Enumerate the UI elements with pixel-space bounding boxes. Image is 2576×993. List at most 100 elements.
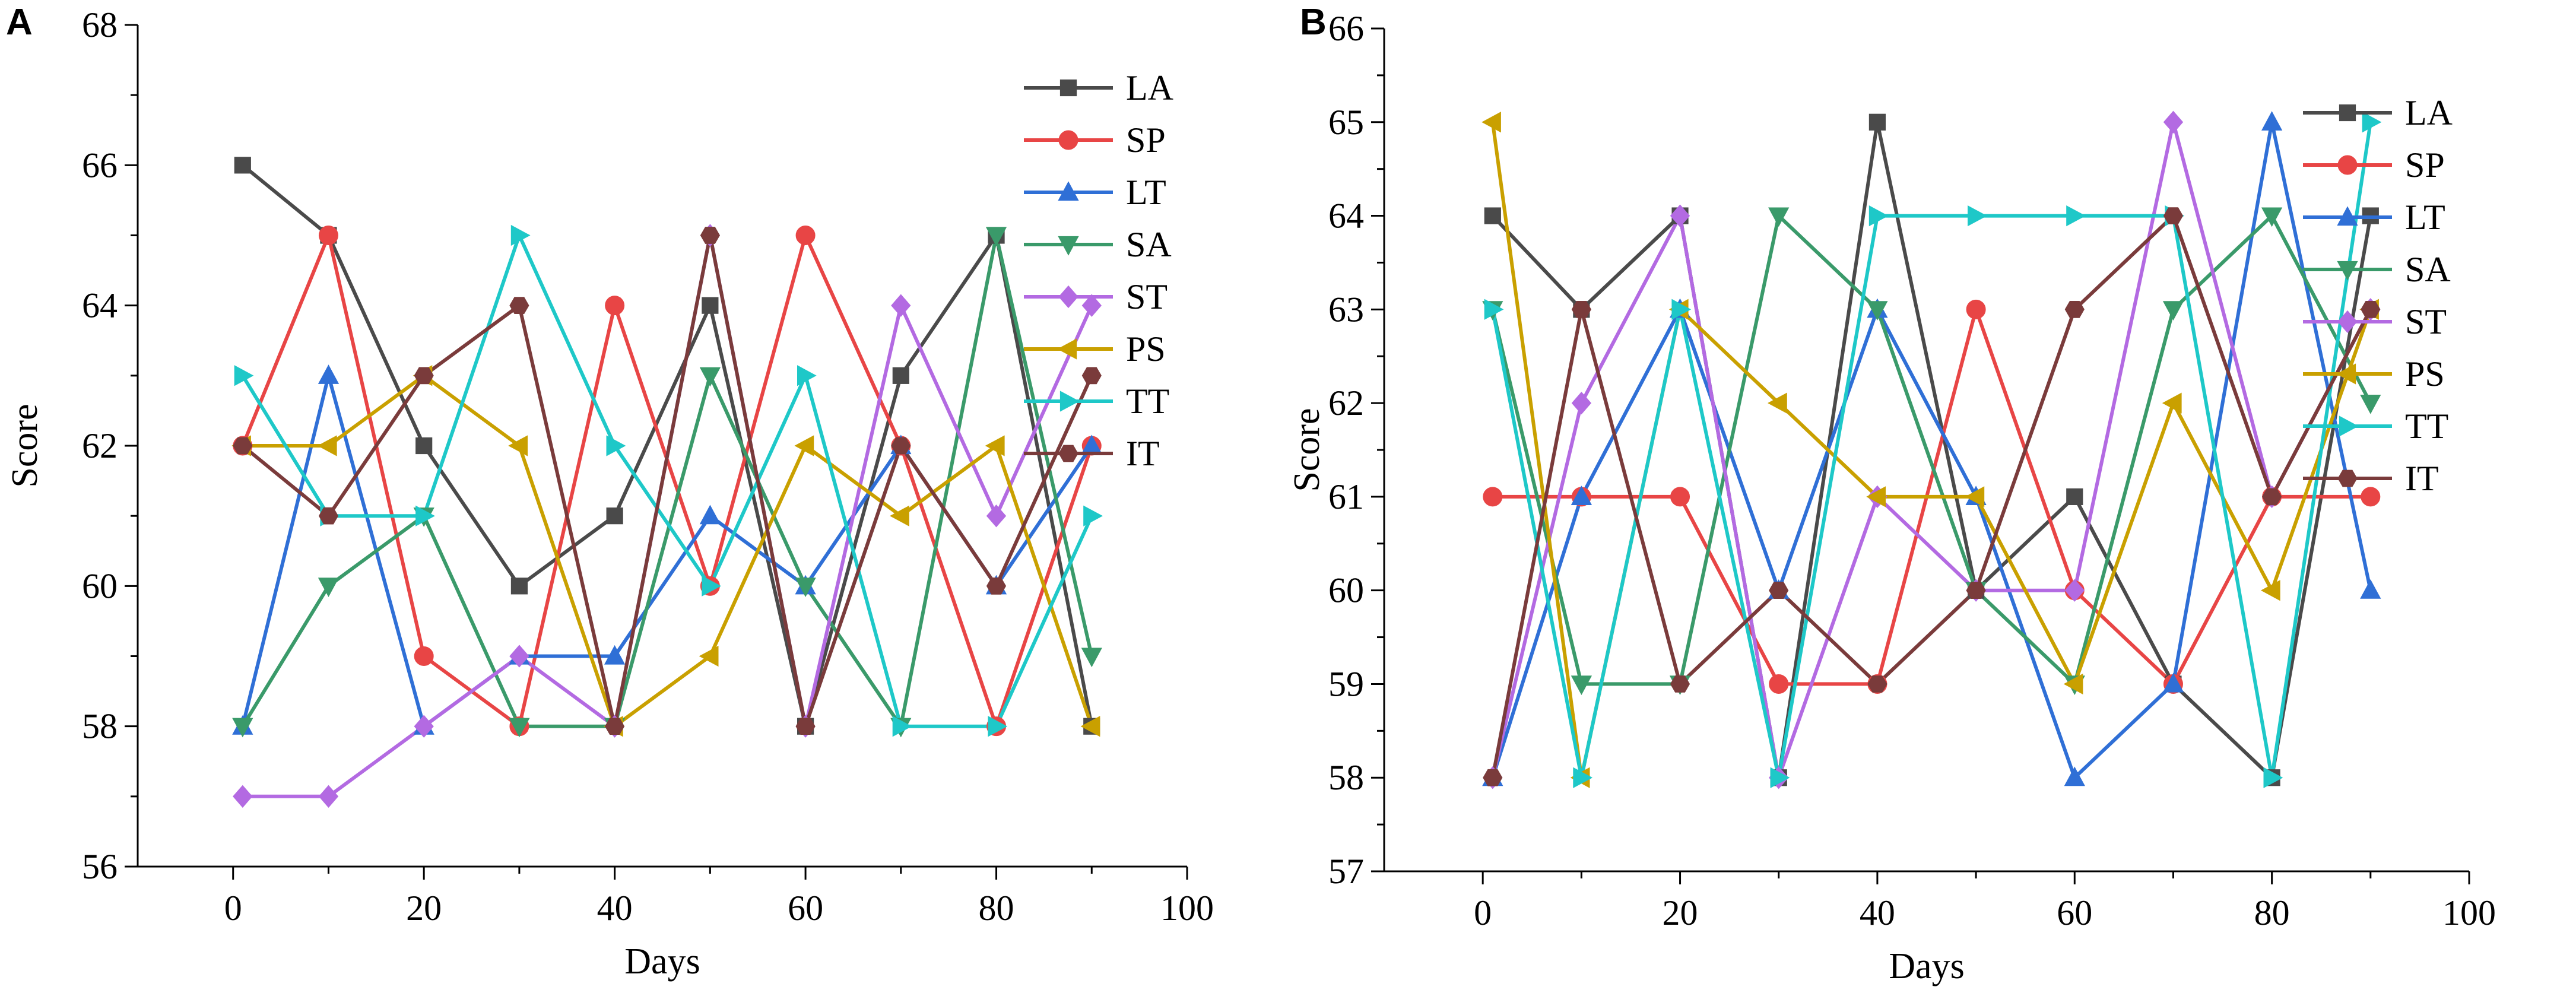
- panel-b-series-st-point: [2064, 579, 2085, 602]
- panel-a-series-tt-point: [510, 224, 531, 246]
- panel-b-y-tick-label: 60: [1328, 571, 1364, 610]
- panel-b-legend: LA SP LT SA ST PS TT IT: [2303, 93, 2453, 498]
- panel-b-y-tick-label: 63: [1328, 290, 1364, 329]
- panel-a-legend: LA SP LT SA ST PS TT IT: [1024, 68, 1173, 473]
- panel-b-legend-sp-label: SP: [2405, 145, 2445, 185]
- panel-a-series-tt-point: [234, 365, 254, 386]
- panel-a-legend-tt-swatch-marker: [1059, 391, 1080, 412]
- panel-a-legend-ps-swatch-marker: [1057, 338, 1077, 360]
- panel-a-legend-la-swatch-marker: [1059, 79, 1077, 97]
- panel-b-series-ps-point: [1768, 392, 1787, 414]
- panel-a-series-sa-point: [509, 718, 530, 738]
- panel-b-series-lt-line: [1490, 120, 2372, 780]
- panel-a-series-tt-point: [415, 505, 435, 526]
- panel-a-legend-ps-label: PS: [1126, 329, 1166, 369]
- panel-a-legend-it-label: IT: [1126, 434, 1160, 473]
- panel-a-legend-sp-swatch-marker: [1058, 130, 1078, 150]
- panel-b-series-tt-line: [1490, 122, 2372, 780]
- panel-b-series-lt-point: [2162, 672, 2184, 693]
- panel-a-legend-sa: SA: [1024, 225, 1172, 264]
- panel-b-series-tt-point: [1484, 299, 1504, 320]
- panel-b-series-it-point: [2064, 301, 2085, 318]
- panel-b-x-axis-label: Days: [1889, 946, 1964, 986]
- panel-b-series-it-point: [1670, 675, 1690, 693]
- panel-a-x-tick-label: 40: [597, 889, 633, 928]
- panel-b-y-tick-label: 58: [1328, 758, 1364, 797]
- panel-a-x-tick-label: 20: [406, 889, 442, 928]
- panel-a-series-st-point: [318, 785, 339, 808]
- panel-a-series-ps-point: [794, 435, 814, 456]
- panel-a-legend-la-label: LA: [1126, 68, 1173, 107]
- panel-a-legend-la: LA: [1024, 68, 1173, 107]
- panel-a-series-sp-point: [318, 226, 338, 245]
- panel-a-x-axis-label: Days: [624, 941, 700, 982]
- panel-b-x-tick-label: 100: [2442, 893, 2496, 932]
- panel-b-legend-la-swatch-marker: [2339, 104, 2356, 122]
- panel-b-series-sa-point: [1571, 675, 1592, 696]
- panel-a-series-it-line: [241, 233, 1094, 728]
- panel-b-series-it-point: [2163, 207, 2184, 224]
- panel-a-series-sp-point: [414, 646, 434, 666]
- panel-a-series-tt-point: [1083, 505, 1103, 526]
- panel-b-series-ps-point: [1965, 486, 1985, 507]
- panel-b-series-it-point: [2361, 301, 2381, 318]
- panel-b-series-it-point: [1571, 301, 1591, 318]
- panel-a-series-tt-line: [241, 233, 1094, 728]
- panel-a-series-it-point: [700, 227, 720, 244]
- panel-a-legend-ps: PS: [1024, 329, 1166, 369]
- panel-a-y-tick-label: 66: [82, 145, 118, 185]
- panel-b-legend-st: ST: [2303, 302, 2447, 341]
- panel-a-legend-lt-swatch-marker: [1058, 181, 1079, 201]
- panel-b-series-sp-point: [1670, 487, 1690, 507]
- panel-b-legend-tt-swatch-marker: [2339, 415, 2359, 437]
- panel-a-series-ps-point: [508, 435, 528, 456]
- panel-b-series-tt-point: [2263, 767, 2283, 788]
- panel-a-series-ps-point: [890, 505, 909, 526]
- panel-a-series-ps-point: [699, 645, 719, 667]
- panel-a: A 56 58 60 62 64 66 68 0 20 40 60 80 100 LA SP LT SA ST P…: [5, 2, 1214, 982]
- panel-a-x-tick-label: 60: [788, 889, 823, 928]
- panel-b-series-la-point: [1868, 113, 1886, 131]
- panel-b-legend-lt: LT: [2303, 198, 2445, 237]
- panel-a-series-la-point: [415, 437, 433, 455]
- panel-a-series-st-point: [986, 505, 1007, 528]
- panel-b-label: B: [1300, 2, 1327, 43]
- panel-a-series-tt-point: [892, 716, 912, 737]
- panel-a-series-ps-point: [985, 435, 1005, 456]
- panel-b-series-la-line: [1491, 120, 2372, 780]
- panel-b-legend-sa: SA: [2303, 250, 2451, 289]
- panel-a-series-sp-point: [795, 226, 816, 245]
- panel-b-y-tick-label: 66: [1328, 9, 1364, 48]
- panel-b-series-st-point: [1670, 204, 1690, 227]
- panel-a-y-tick-label: 62: [82, 426, 118, 465]
- panel-a-series-sa-point: [318, 578, 340, 597]
- panel-a-legend-sp-label: SP: [1126, 120, 1166, 160]
- panel-b-series-st-point: [2163, 110, 2184, 134]
- panel-a-series-ps-point: [317, 435, 337, 456]
- panel-b-series-ps-point: [2063, 673, 2083, 695]
- panel-a-series-st-point: [509, 645, 529, 668]
- panel-a-legend-sa-label: SA: [1126, 225, 1172, 264]
- panel-b-series-lines: [1490, 120, 2372, 780]
- panel-b-series-sp-point: [2361, 487, 2381, 507]
- panel-a-series-sa-point: [232, 718, 253, 738]
- panel-b-series-sa-line: [1490, 214, 2372, 686]
- panel-b-series-st-point: [1571, 391, 1592, 415]
- panel-a-series-st-point: [414, 715, 434, 738]
- panel-b-series-it-point: [1483, 769, 1503, 786]
- panel-b-x-tick-label: 20: [1663, 893, 1698, 932]
- panel-b-series-sa-point: [2360, 395, 2381, 414]
- panel-b-series-it-point: [1966, 582, 1986, 599]
- panel-a-series-st-point: [891, 294, 911, 317]
- panel-a-series-sa-point: [699, 367, 721, 387]
- panel-a-legend-lt: LT: [1024, 173, 1166, 212]
- panel-a-x-tick-label: 0: [224, 889, 242, 928]
- panel-a-series-st-point: [1081, 294, 1102, 317]
- panel-b-series-sa-point: [2261, 207, 2283, 227]
- panel-a-y-tick-label: 60: [82, 566, 118, 605]
- panel-b-legend-ps-swatch-marker: [2336, 363, 2356, 385]
- panel-b-legend-sa-label: SA: [2405, 250, 2451, 289]
- panel-b-y-tick-label: 65: [1328, 103, 1364, 142]
- panel-a-series-lt-point: [604, 645, 626, 665]
- panel-a-series-la-point: [606, 507, 623, 525]
